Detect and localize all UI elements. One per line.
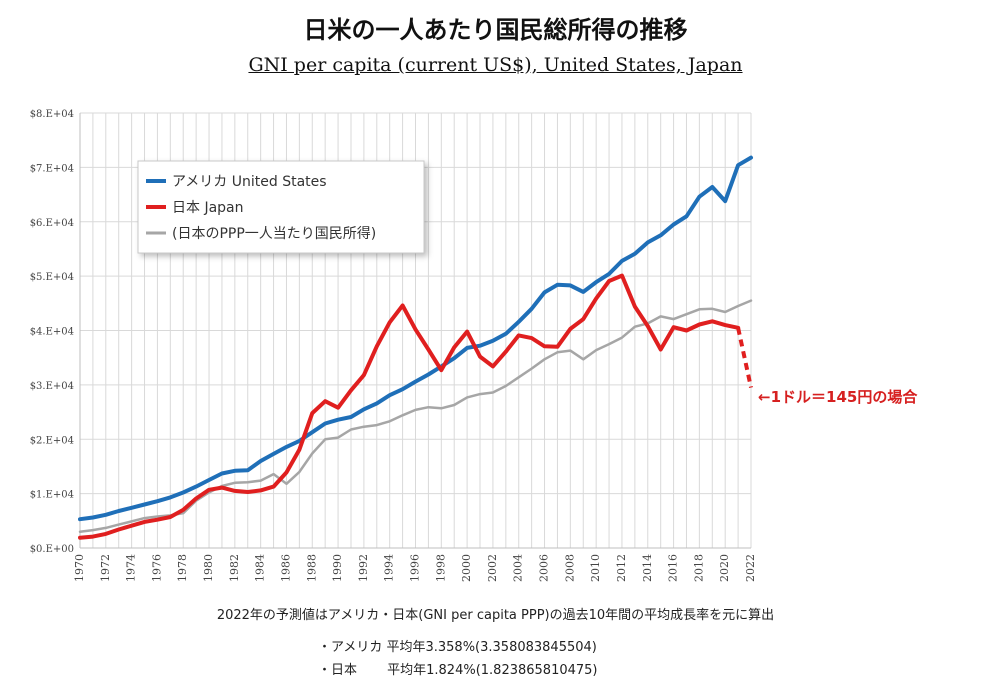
y-tick-label: $6.E+04 bbox=[30, 218, 74, 229]
x-tick-label: 1984 bbox=[254, 554, 267, 582]
x-tick-label: 2014 bbox=[641, 554, 654, 582]
footnote: 2022年の予測値はアメリカ・日本(GNI per capita PPP)の過去… bbox=[216, 608, 775, 623]
x-tick-label: 2020 bbox=[718, 554, 731, 582]
x-tick-label: 1986 bbox=[279, 554, 292, 582]
growth-rate-us: ・アメリカ 平均年3.358%(3.358083845504) bbox=[318, 640, 597, 655]
y-tick-label: $7.E+04 bbox=[30, 163, 74, 174]
legend: アメリカ United States 日本 Japan (日本のPPP一人当たり… bbox=[137, 160, 425, 254]
chart-title: 日米の一人あたり国民総所得の推移 bbox=[303, 16, 688, 44]
x-tick-label: 1994 bbox=[383, 554, 396, 582]
series-line-jp bbox=[78, 273, 741, 540]
y-tick-label: $3.E+04 bbox=[30, 381, 74, 392]
x-tick-label: 1992 bbox=[357, 554, 370, 582]
y-tick-label: $5.E+04 bbox=[30, 272, 74, 283]
x-axis-ticks: 1970 1972 1974 1976 1978 1980 1982 1984 1986 1988… bbox=[73, 554, 757, 582]
x-tick-label: 1996 bbox=[409, 554, 422, 582]
x-tick-label: 1974 bbox=[125, 554, 138, 582]
x-tick-label: 1990 bbox=[331, 554, 344, 582]
x-tick-label: 2018 bbox=[692, 554, 705, 582]
x-tick-label: 1988 bbox=[305, 554, 318, 582]
x-tick-label: 2000 bbox=[460, 554, 473, 582]
annotation-exchange-rate: ←1ドル＝145円の場合 bbox=[758, 388, 918, 406]
y-tick-label: $4.E+04 bbox=[30, 327, 74, 338]
series-line-us bbox=[78, 155, 753, 522]
x-tick-label: 2008 bbox=[563, 554, 576, 582]
x-tick-label: 2006 bbox=[538, 554, 551, 582]
x-tick-label: 1978 bbox=[176, 554, 189, 582]
y-tick-label: $8.E+04 bbox=[30, 109, 74, 120]
x-tick-label: 2002 bbox=[486, 554, 499, 582]
legend-box bbox=[137, 160, 425, 254]
x-tick-label: 1970 bbox=[73, 554, 86, 582]
x-tick-label: 1998 bbox=[434, 554, 447, 582]
x-tick-label: 1972 bbox=[99, 554, 112, 582]
legend-label-us: アメリカ United States bbox=[172, 174, 327, 190]
x-tick-label: 2012 bbox=[615, 554, 628, 582]
legend-label-ppp: (日本のPPP一人当たり国民所得) bbox=[172, 225, 376, 242]
y-axis-ticks: $0.E+00 $1.E+04 $2.E+04 $3.E+04 $4.E+04 $5.E+… bbox=[30, 109, 74, 555]
x-tick-label: 2016 bbox=[667, 554, 680, 582]
y-tick-label: $2.E+04 bbox=[30, 435, 74, 446]
chart-subtitle: GNI per capita (current US$), United Sta… bbox=[248, 54, 743, 76]
x-tick-label: 2022 bbox=[744, 554, 757, 582]
series-line-jp-projection bbox=[736, 327, 753, 389]
growth-rate-jp: ・日本 平均年1.824%(1.823865810475) bbox=[318, 663, 598, 678]
series-lines bbox=[78, 155, 753, 540]
x-tick-label: 1976 bbox=[150, 554, 163, 582]
x-tick-label: 1980 bbox=[202, 554, 215, 582]
legend-label-jp: 日本 Japan bbox=[172, 200, 244, 216]
y-tick-label: $1.E+04 bbox=[30, 490, 74, 501]
y-tick-label: $0.E+00 bbox=[30, 544, 74, 555]
x-tick-label: 1982 bbox=[228, 554, 241, 582]
x-tick-label: 2004 bbox=[512, 554, 525, 582]
x-tick-label: 2010 bbox=[589, 554, 602, 582]
